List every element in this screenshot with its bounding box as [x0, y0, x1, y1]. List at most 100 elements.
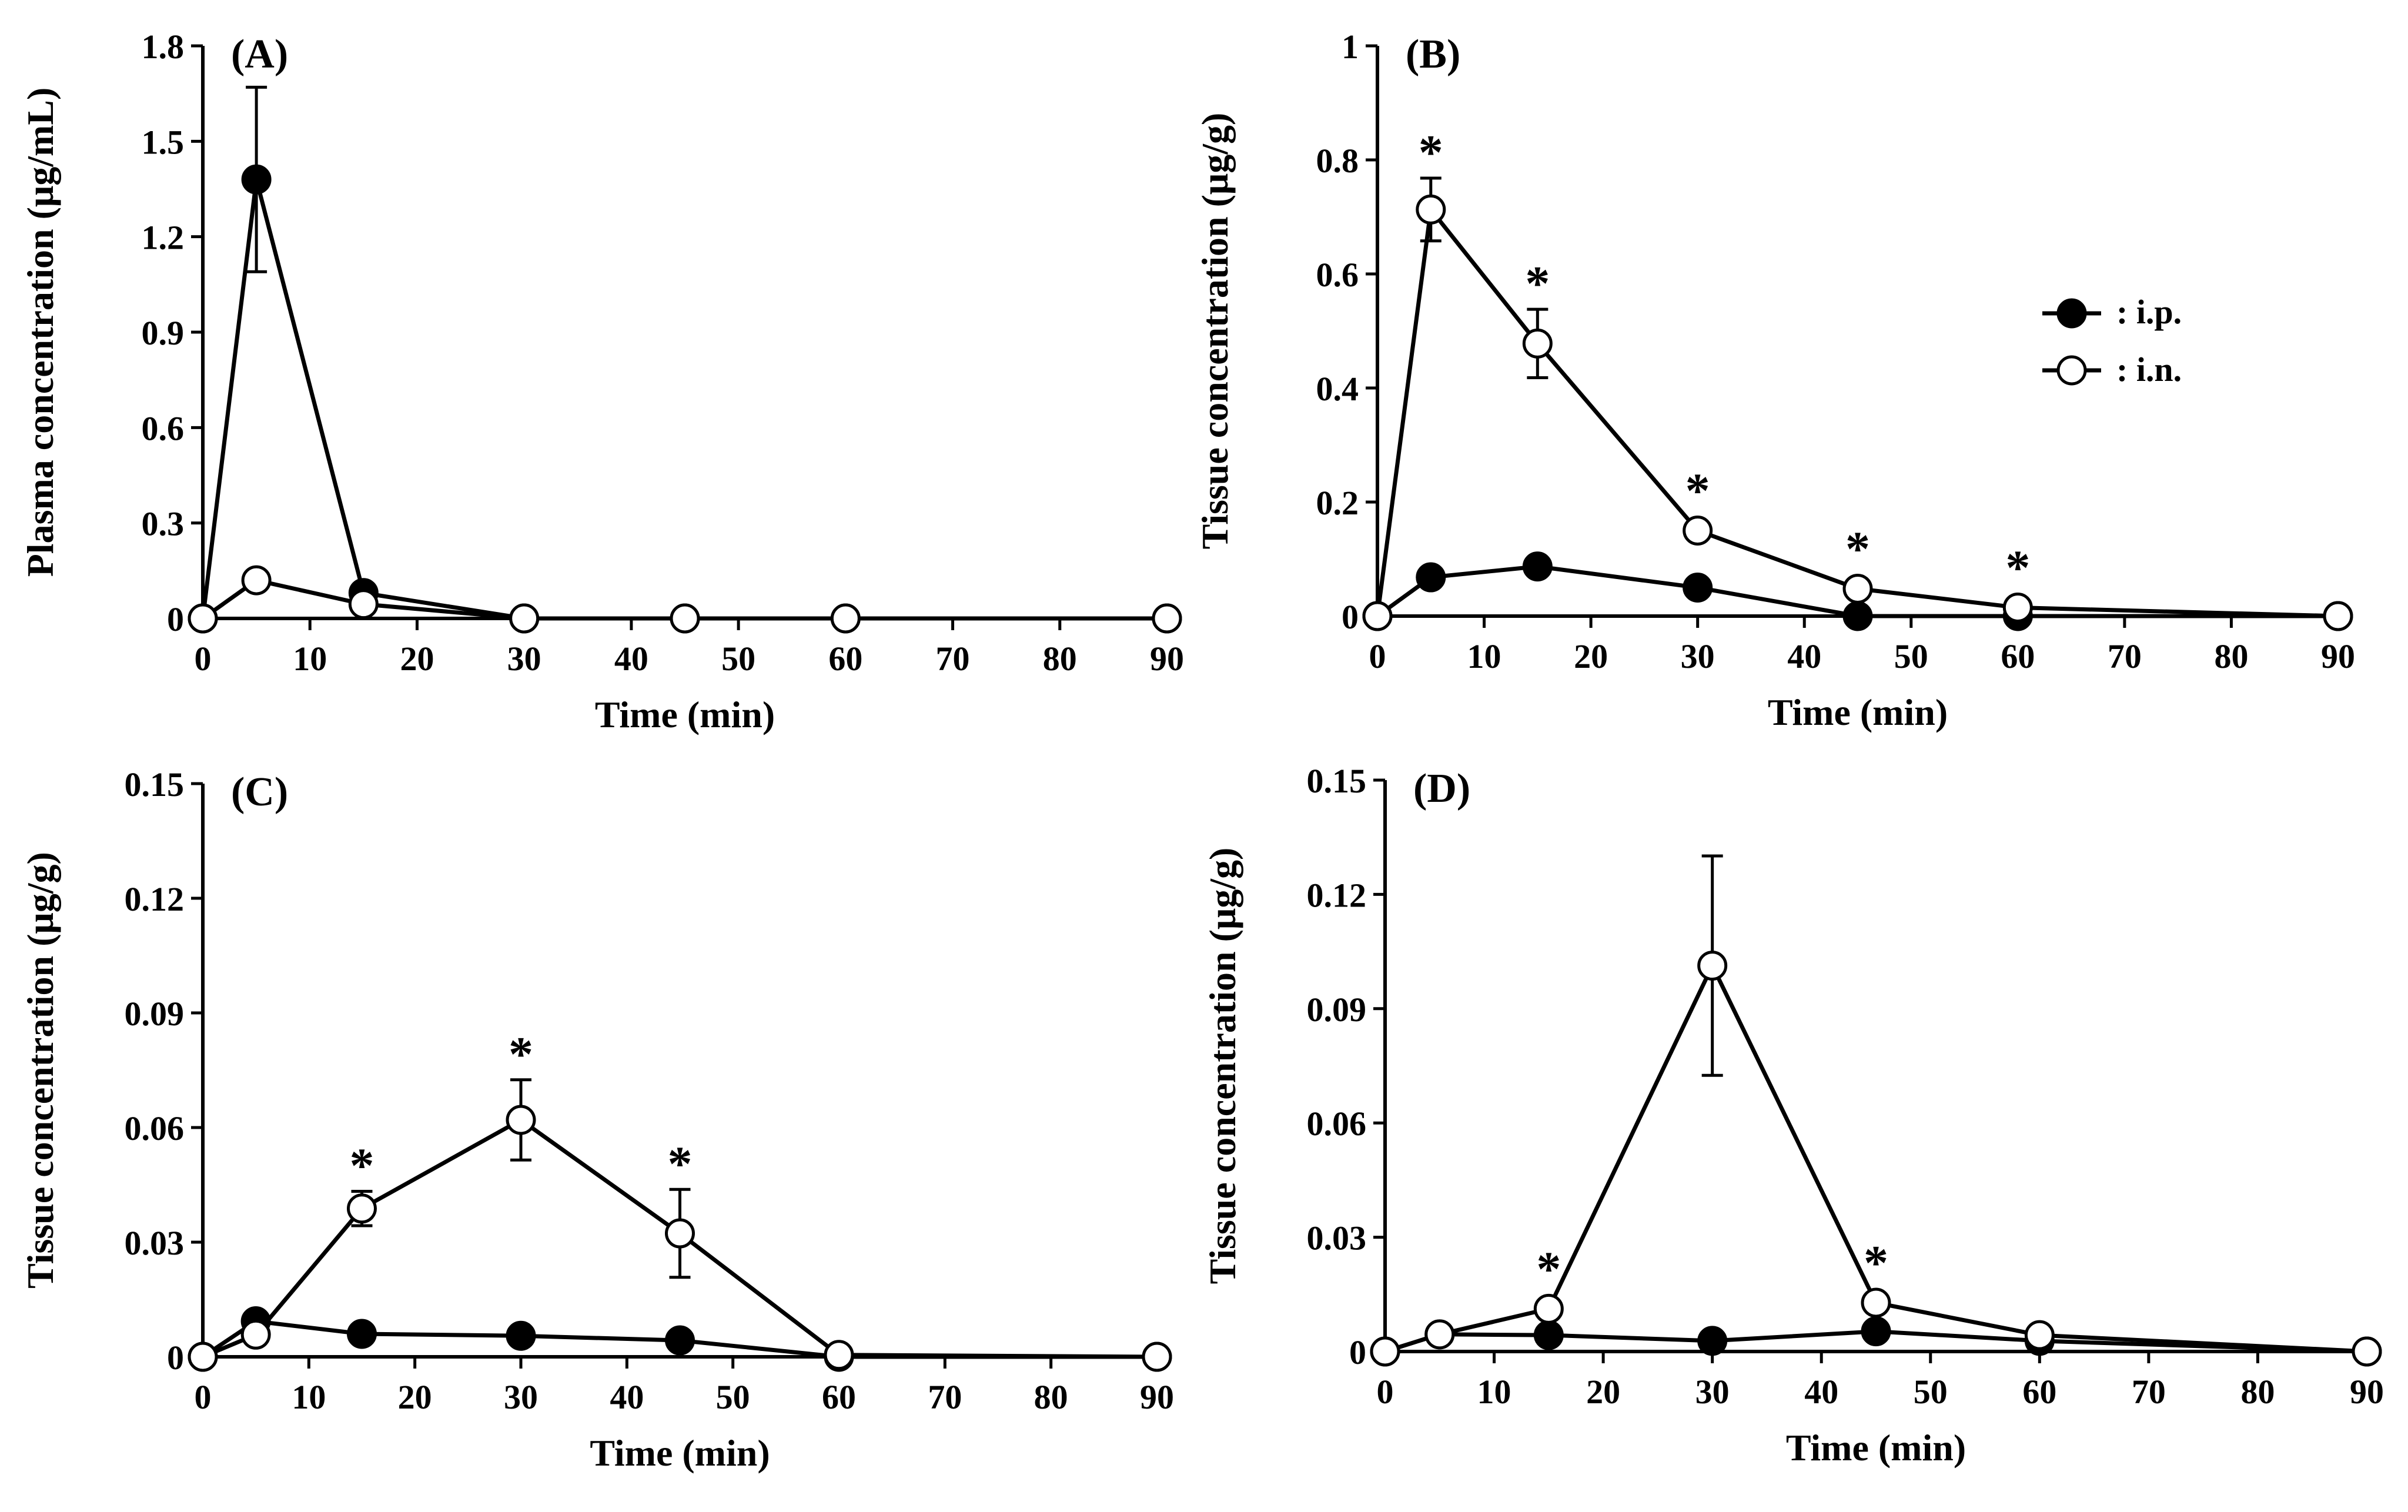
x-tick-label: 60 — [822, 1378, 856, 1416]
panel-label: (A) — [231, 32, 288, 77]
x-tick-label: 90 — [1140, 1378, 1174, 1416]
y-tick-label: 0.15 — [125, 765, 185, 804]
chart-panel-3: 0 0.03 0.06 0.09 0.12 0.15 0 10 20 30 40 50 60 70 80 90… — [19, 765, 1174, 1474]
data-point — [241, 164, 272, 195]
data-point — [1683, 516, 1713, 546]
y-tick-label: 0 — [167, 600, 184, 638]
data-point — [1152, 603, 1182, 634]
y-tick-label: 0.06 — [125, 1109, 185, 1148]
data-point — [188, 603, 218, 634]
y-tick-label: 0.03 — [1307, 1219, 1367, 1257]
x-tick-label: 40 — [610, 1378, 644, 1416]
x-tick-label: 30 — [1681, 637, 1715, 675]
data-point — [347, 1319, 377, 1349]
x-axis-title: Time (min) — [595, 694, 775, 735]
x-tick-label: 60 — [2001, 637, 2035, 675]
significance-marker: * — [1419, 125, 1443, 180]
x-tick-label: 30 — [1695, 1373, 1730, 1411]
significance-marker: * — [1864, 1236, 1888, 1290]
data-point — [824, 1340, 854, 1370]
data-point — [2002, 592, 2033, 623]
x-tick-label: 50 — [721, 640, 755, 678]
x-tick-label: 0 — [195, 640, 212, 678]
significance-marker: * — [1525, 256, 1550, 311]
significance-marker: * — [1536, 1242, 1561, 1296]
legend-ip-marker — [2056, 298, 2087, 329]
x-tick-label: 20 — [398, 1378, 432, 1416]
x-tick-label: 50 — [1914, 1373, 1948, 1411]
data-point — [1533, 1293, 1564, 1324]
series-in — [188, 565, 1182, 634]
data-point — [1416, 194, 1446, 225]
significance-marker: * — [509, 1027, 533, 1082]
series-in: * * * * * — [1362, 125, 2353, 631]
y-tick-label: 0.15 — [1307, 762, 1367, 800]
y-axis-title: Tissue concentration (μg/g) — [1202, 848, 1243, 1284]
data-point — [1861, 1316, 1891, 1347]
x-axis-title: Time (min) — [590, 1432, 770, 1474]
data-point — [241, 565, 272, 596]
data-point — [2024, 1320, 2055, 1350]
x-tick-label: 70 — [2108, 637, 2142, 675]
x-tick-label: 70 — [936, 640, 970, 678]
data-point — [188, 1342, 218, 1372]
legend-in-label: : i.n. — [2116, 350, 2182, 389]
x-tick-label: 90 — [2350, 1373, 2384, 1411]
panel-label: (C) — [231, 770, 288, 815]
legend-ip-label: : i.p. — [2116, 293, 2182, 331]
series-ip — [1370, 1316, 2382, 1367]
significance-marker: * — [1685, 464, 1710, 519]
x-tick-label: 80 — [1034, 1378, 1068, 1416]
x-tick-label: 50 — [716, 1378, 750, 1416]
data-point — [1697, 1326, 1728, 1356]
significance-marker: * — [350, 1139, 374, 1193]
significance-marker: * — [1845, 521, 1870, 576]
data-point — [347, 1193, 377, 1224]
y-tick-label: 1 — [1342, 28, 1359, 66]
y-tick-label: 0 — [1342, 598, 1359, 636]
y-tick-label: 0.12 — [125, 880, 185, 918]
y-tick-label: 0.6 — [1316, 256, 1359, 294]
series-line — [200, 177, 1167, 621]
y-axis-title: Tissue concentration (μg/g) — [1194, 113, 1236, 550]
y-tick-label: 0.06 — [1307, 1105, 1367, 1143]
data-point — [2352, 1336, 2382, 1367]
data-point — [670, 603, 700, 634]
x-tick-label: 80 — [2240, 1373, 2275, 1411]
data-point — [1362, 601, 1393, 631]
data-point — [665, 1325, 695, 1356]
x-tick-label: 40 — [1787, 637, 1821, 675]
y-tick-label: 0.03 — [125, 1224, 185, 1262]
data-point — [1416, 562, 1446, 593]
x-tick-label: 0 — [1369, 637, 1386, 675]
x-tick-label: 10 — [1477, 1373, 1511, 1411]
y-axis-title: Tissue concentration (μg/g) — [19, 852, 61, 1289]
x-axis-title: Time (min) — [1786, 1427, 1966, 1468]
data-point — [240, 1319, 271, 1350]
x-tick-label: 0 — [1377, 1373, 1394, 1411]
significance-marker: * — [668, 1136, 693, 1191]
data-point — [506, 1320, 536, 1351]
data-point — [1533, 1320, 1564, 1350]
y-tick-label: 0.2 — [1316, 484, 1359, 522]
y-tick-label: 0.4 — [1316, 370, 1359, 408]
data-point — [348, 589, 379, 620]
x-tick-label: 20 — [400, 640, 434, 678]
x-tick-label: 10 — [1467, 637, 1501, 675]
x-tick-label: 10 — [292, 1378, 326, 1416]
y-tick-label: 0.6 — [142, 409, 185, 447]
x-tick-label: 80 — [2214, 637, 2248, 675]
x-tick-label: 90 — [2321, 637, 2355, 675]
data-point — [665, 1218, 695, 1249]
x-tick-label: 90 — [1150, 640, 1184, 678]
x-tick-label: 70 — [2132, 1373, 2166, 1411]
panel-label: (D) — [1413, 766, 1470, 811]
series-in: * * — [1370, 854, 2382, 1367]
data-point — [830, 603, 861, 634]
data-point — [1142, 1342, 1172, 1372]
chart-panels: 00.30.60.91.21.51.80 10 20 30 40 50 60 70 80 90Ti… — [19, 28, 2384, 1474]
significance-marker: * — [2005, 540, 2030, 595]
data-point — [1424, 1319, 1455, 1350]
legend-in-marker — [2056, 355, 2087, 386]
